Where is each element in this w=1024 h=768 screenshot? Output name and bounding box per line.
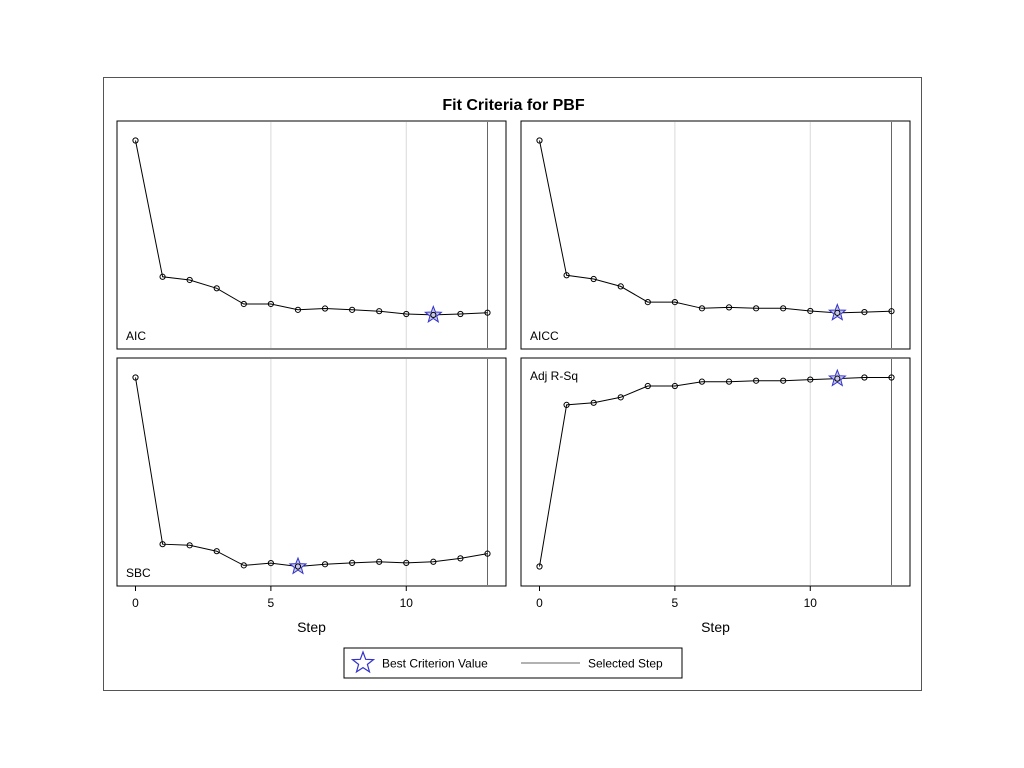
- chart-figure: Fit Criteria for PBF AIC AICC SBC 0 5 10 Step Ad…: [103, 77, 922, 691]
- x-tick-label: 5: [268, 596, 275, 610]
- best-criterion-star: [423, 305, 443, 323]
- data-point: [132, 137, 139, 144]
- data-point: [644, 298, 651, 306]
- panel-frame-aicc: [520, 120, 911, 350]
- series-line-sbc: [135, 377, 488, 568]
- x-tick-label: 10: [400, 596, 414, 610]
- data-point: [888, 308, 895, 315]
- panel-label-adj-r-sq: Adj R-Sq: [530, 369, 578, 383]
- data-point: [321, 305, 329, 312]
- panel-label-sbc: SBC: [126, 566, 151, 580]
- panel-frame-aic: [116, 120, 507, 350]
- data-point: [267, 300, 274, 308]
- x-tick-label: 10: [804, 596, 818, 610]
- data-point: [349, 306, 356, 313]
- panel-label-aic: AIC: [126, 329, 146, 343]
- data-point: [240, 562, 247, 569]
- data-point: [698, 378, 706, 385]
- panel-frame-adj-r-sq: [520, 357, 911, 587]
- data-point: [321, 561, 329, 568]
- legend-star-icon: [350, 650, 376, 674]
- chart-title: Fit Criteria for PBF: [442, 97, 584, 114]
- data-point: [617, 283, 624, 290]
- data-point: [834, 375, 841, 382]
- x-tick-label: 5: [672, 596, 679, 610]
- data-point: [536, 137, 543, 144]
- data-point: [430, 311, 437, 319]
- data-point: [725, 378, 733, 385]
- data-point: [132, 374, 139, 381]
- data-point: [780, 305, 787, 312]
- legend-selected-label: Selected Step: [588, 657, 663, 671]
- data-point: [213, 548, 220, 555]
- legend-box: [343, 647, 683, 679]
- panel-frame-sbc: [116, 357, 507, 587]
- data-point: [753, 305, 760, 312]
- data-point: [807, 376, 814, 383]
- data-point: [888, 374, 895, 381]
- best-criterion-star: [827, 368, 847, 387]
- x-tick-label: 0: [132, 596, 139, 610]
- data-point: [213, 285, 220, 292]
- data-point: [403, 559, 410, 567]
- data-point: [698, 305, 706, 312]
- data-point: [376, 308, 383, 315]
- data-point: [590, 275, 597, 283]
- data-point: [484, 550, 491, 557]
- x-axis-label: Step: [297, 619, 326, 635]
- data-point: [671, 382, 678, 390]
- data-point: [267, 559, 274, 567]
- data-point: [294, 306, 302, 313]
- data-point: [563, 401, 570, 409]
- data-point: [536, 563, 543, 570]
- data-point: [457, 310, 464, 318]
- data-point: [457, 555, 464, 562]
- data-point: [834, 309, 841, 316]
- panel-label-aicc: AICC: [530, 329, 559, 343]
- data-point: [159, 273, 166, 280]
- data-point: [186, 542, 193, 549]
- data-point: [617, 394, 624, 401]
- chart-canvas: Fit Criteria for PBF AIC AICC SBC 0 5 10 Step Ad…: [116, 97, 911, 679]
- data-point: [430, 558, 437, 565]
- data-point: [671, 298, 678, 306]
- data-point: [403, 310, 410, 318]
- data-point: [644, 382, 651, 390]
- x-tick-label: 0: [536, 596, 543, 610]
- data-point: [376, 558, 383, 565]
- data-point: [186, 276, 193, 284]
- data-point: [294, 563, 302, 570]
- best-criterion-star: [288, 556, 308, 575]
- data-point: [725, 304, 733, 311]
- x-axis-label: Step: [701, 619, 730, 635]
- data-point: [159, 541, 166, 548]
- data-point: [807, 307, 814, 315]
- data-point: [484, 309, 491, 316]
- best-criterion-star: [827, 303, 847, 321]
- data-point: [590, 399, 597, 406]
- data-point: [563, 272, 570, 279]
- data-point: [753, 377, 760, 384]
- legend-best-label: Best Criterion Value: [382, 657, 488, 671]
- data-point: [861, 309, 868, 316]
- data-point: [240, 300, 247, 308]
- data-point: [861, 374, 868, 381]
- data-point: [780, 377, 787, 384]
- data-point: [349, 559, 356, 567]
